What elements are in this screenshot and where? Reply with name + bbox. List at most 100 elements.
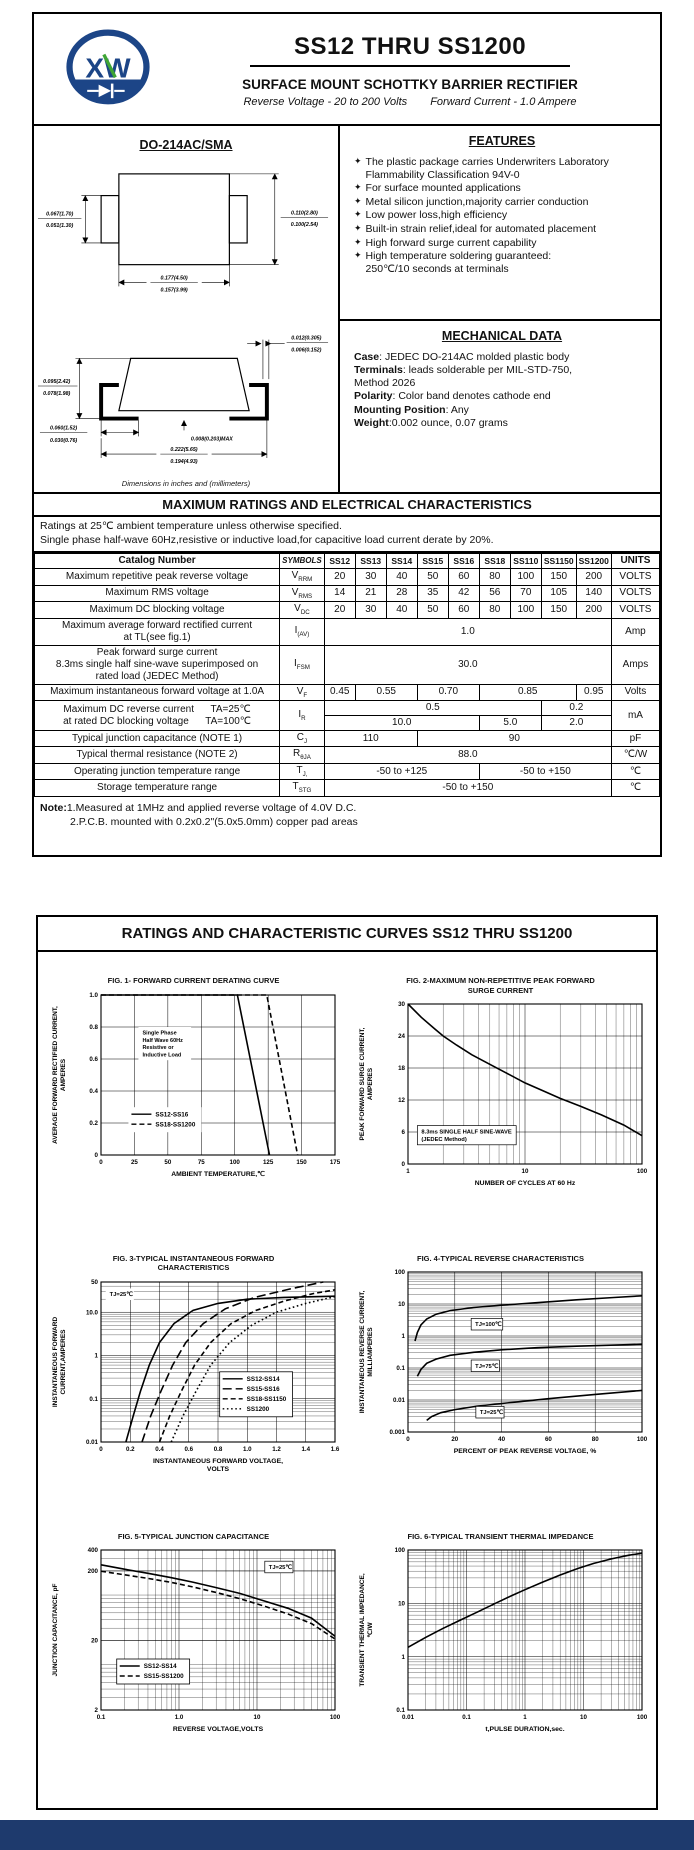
row-symbol: IR — [279, 700, 325, 732]
series-SS15-SS16 — [140, 1280, 323, 1442]
feature-bullet-icon: ✦ — [354, 156, 362, 166]
page2: RATINGS AND CHARACTERISTIC CURVES SS12 T… — [36, 915, 658, 1810]
svg-text:0.2: 0.2 — [125, 1446, 134, 1453]
col-header-ss18: SS18 — [478, 553, 511, 570]
row-label-line: 8.3ms single half sine-wave superimposed… — [55, 658, 259, 670]
figure-title-fig6: FIG. 6-TYPICAL TRANSIENT THERMAL IMPEDAN… — [407, 1531, 594, 1541]
chart-fig3: 0 0.2 0.4 0.6 0.8 1.0 1.2 1.4 1.6 0.01 0.1 1 10.0 50 T… — [52, 1279, 340, 1473]
svg-text:50: 50 — [91, 1279, 98, 1286]
row-label-line: Storage temperature range — [97, 782, 218, 794]
svg-text:50: 50 — [164, 1159, 171, 1166]
value-cell: 30 — [354, 568, 387, 586]
figure-title-fig4: FIG. 4-TYPICAL REVERSE CHARACTERISTICS — [417, 1253, 584, 1263]
row-label: Maximum RMS voltage — [33, 584, 281, 603]
series-surge — [406, 1003, 642, 1137]
y-axis-label: PEAK FORWARD SURGE CURRENT,AMPERES — [359, 1027, 374, 1140]
value-cell: 10.0 — [323, 715, 480, 732]
col-header-ss12: SS12 — [323, 553, 356, 570]
row-unit: VOLTS — [610, 601, 661, 619]
dimension-label: 0.060(1.52) — [50, 425, 77, 431]
col-header-catalog: Catalog Number — [33, 553, 281, 570]
dim-lines-top-view — [37, 173, 329, 287]
svg-text:1: 1 — [401, 1654, 405, 1661]
legend-label: SS18-SS1150 — [246, 1396, 286, 1403]
feature-text: High forward surge current capability — [365, 236, 537, 249]
svg-text:2: 2 — [94, 1707, 98, 1714]
value-cell: 0.95 — [575, 683, 612, 702]
row-label: Peak forward surge current 8.3ms single h… — [33, 644, 281, 685]
subtitle: SURFACE MOUNT SCHOTTKY BARRIER RECTIFIER — [242, 76, 578, 92]
mechanical-item: Mounting Position: Any — [354, 403, 469, 416]
svg-text:100: 100 — [636, 1436, 647, 1443]
mechanical-item: Weight:0.002 ounce, 0.07 grams — [354, 416, 508, 429]
value-cell: 30.0 — [323, 644, 612, 685]
table-row: Storage temperature range TSTG -50 to +150… — [33, 779, 661, 797]
svg-text:80: 80 — [591, 1436, 598, 1443]
feature-text: Low power loss,high efficiency — [365, 209, 508, 222]
dimension-label: 0.078(1.98) — [43, 391, 70, 397]
condition-line-1: Ratings at 25℃ ambient temperature unles… — [40, 520, 342, 532]
ratings-table: Catalog Number SYMBOLS SS12 SS13 SS14 SS15 SS1… — [33, 553, 661, 797]
svg-text:1.0: 1.0 — [89, 992, 98, 999]
value-cell: 56 — [478, 584, 511, 603]
svg-text:12: 12 — [398, 1097, 405, 1104]
value-cell: 150 — [540, 568, 577, 586]
row-label: Typical junction capacitance (NOTE 1) — [33, 730, 281, 748]
svg-text:0: 0 — [406, 1436, 410, 1443]
row-symbol: TJ, — [279, 762, 325, 781]
datasheet: XW SS12 THRU SS1200 SURFACE MOUNT SCHOTT… — [0, 12, 694, 1850]
svg-text:0.1: 0.1 — [96, 1714, 105, 1721]
package-column: DO-214AC/SMA — [34, 126, 340, 492]
col-header-ss1150: SS1150 — [540, 553, 577, 570]
x-axis-label: t,PULSE DURATION,sec. — [485, 1726, 564, 1733]
svg-text:1.4: 1.4 — [301, 1446, 310, 1453]
row-unit: Amp — [610, 617, 661, 646]
table-row: Maximum RMS voltage VRMS 14 21 28 35 42 56 70 105… — [33, 584, 661, 603]
figure-title-fig1: FIG. 1- FORWARD CURRENT DERATING CURVE — [107, 976, 280, 986]
svg-text:200: 200 — [87, 1568, 98, 1575]
package-caption: Dimensions in inches and (millimeters) — [121, 479, 251, 488]
row-unit: pF — [610, 730, 661, 748]
row-symbol: RθJA — [279, 746, 325, 764]
feature-text: Metal silicon junction,majority carrier … — [365, 195, 589, 208]
legend-box — [127, 1106, 201, 1132]
svg-text:0.1: 0.1 — [89, 1396, 98, 1403]
grid — [100, 1281, 335, 1442]
svg-text:0.6: 0.6 — [184, 1446, 193, 1453]
figure-title-fig2: FIG. 2-MAXIMUM NON-REPETITIVE PEAK FORWA… — [406, 976, 595, 995]
col-header-ss15: SS15 — [416, 553, 449, 570]
value-cell: 0.2 — [540, 700, 612, 717]
table-row: Typical thermal resistance (NOTE 2) RθJA 8… — [33, 746, 661, 764]
tagline-forward-current: Forward Current - 1.0 Ampere — [430, 95, 577, 108]
table-row: Maximum instantaneous forward voltage at… — [33, 683, 661, 702]
annotation-text: Inductive Load — [142, 1052, 181, 1058]
charts-grid: FIG. 1- FORWARD CURRENT DERATING CURVE 0 2… — [38, 952, 656, 1808]
dimension-label: 0.030(0.76) — [50, 438, 77, 444]
dimension-label: 0.095(2.42) — [43, 379, 70, 385]
value-cell: 88.0 — [323, 746, 612, 764]
annotation-box — [416, 1125, 517, 1146]
mechanical-section: MECHANICAL DATA Case: JEDEC DO-214AC mol… — [340, 321, 660, 492]
row-label: Maximum repetitive peak reverse voltage — [33, 568, 281, 586]
features-heading: FEATURES — [468, 134, 536, 148]
legend-label: SS15-SS16 — [246, 1386, 279, 1393]
features-section: FEATURES ✦ The plastic package carries Un… — [340, 126, 660, 321]
col-header-ss16: SS16 — [447, 553, 480, 570]
value-cell: 150 — [540, 601, 577, 619]
value-cell: 0.45 — [323, 683, 356, 702]
dimension-label: 0.110(2.80) — [291, 210, 318, 216]
chart-fig4: 0 20 40 60 80 100 0.001 0.01 0.1 1 10 100 TJ=100℃ TJ=… — [359, 1269, 648, 1455]
svg-text:0.1: 0.1 — [396, 1365, 405, 1372]
annotation-box — [263, 1560, 293, 1574]
table-row: Maximum repetitive peak reverse voltage V… — [33, 568, 661, 586]
feature-bullet-icon: ✦ — [354, 236, 362, 247]
svg-text:30: 30 — [398, 1001, 405, 1008]
row-label-line: rated load (JEDEC Method) — [95, 670, 219, 682]
row-label-line: Maximum DC blocking voltage — [89, 603, 225, 615]
svg-text:100: 100 — [394, 1269, 405, 1276]
mechanical-item: Case: JEDEC DO-214AC molded plastic body — [354, 351, 570, 363]
value-cell: 100 — [509, 568, 542, 586]
row-unit: VOLTS — [610, 568, 661, 586]
row-label-line: Maximum RMS voltage — [105, 587, 209, 599]
value-cell: 14 — [323, 584, 356, 603]
